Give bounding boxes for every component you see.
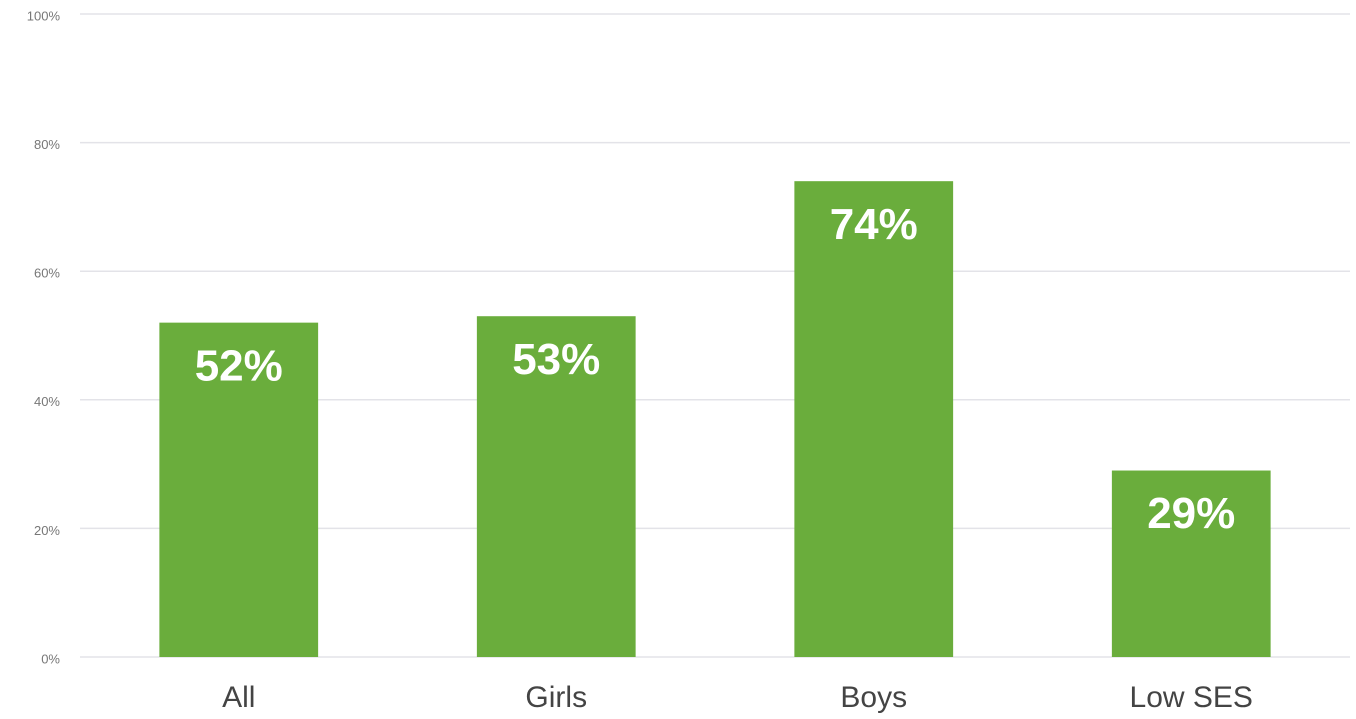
y-tick-label: 40% — [34, 394, 60, 409]
x-tick-label: All — [222, 681, 255, 714]
x-tick-label: Boys — [840, 681, 907, 714]
y-tick-label: 80% — [34, 137, 60, 152]
y-tick-label: 100% — [27, 8, 61, 23]
value-label: 53% — [512, 335, 600, 384]
value-label: 29% — [1147, 489, 1235, 538]
bar — [1111, 470, 1271, 657]
x-tick-label: Girls — [525, 681, 587, 714]
bar — [476, 316, 636, 657]
y-tick-label: 20% — [34, 523, 60, 538]
bar — [159, 322, 319, 657]
x-tick-label: Low SES — [1130, 681, 1253, 714]
value-label: 74% — [830, 200, 918, 249]
y-tick-label: 60% — [34, 266, 60, 281]
value-label: 52% — [195, 341, 283, 390]
y-tick-label: 0% — [41, 651, 60, 666]
bar — [794, 181, 954, 657]
